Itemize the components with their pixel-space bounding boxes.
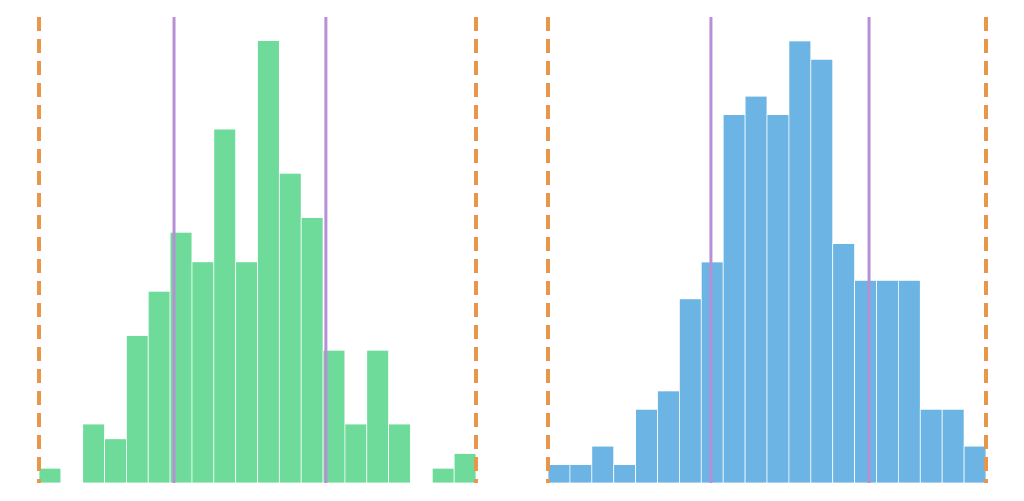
bar — [104, 438, 127, 484]
bar — [613, 464, 637, 484]
bar — [431, 467, 455, 484]
bar — [679, 298, 702, 484]
bar — [191, 261, 215, 484]
bar — [635, 408, 658, 484]
bar — [126, 335, 149, 484]
bar — [810, 58, 834, 484]
bar — [453, 453, 477, 484]
bar — [766, 114, 790, 484]
bar — [657, 390, 680, 484]
bar — [854, 279, 877, 484]
bar — [832, 243, 856, 484]
bar — [963, 445, 987, 484]
bar — [235, 261, 258, 484]
bar — [919, 408, 943, 484]
bar — [257, 40, 280, 484]
bar — [941, 408, 965, 484]
bar — [278, 172, 302, 484]
bar — [38, 467, 62, 484]
bar — [147, 290, 171, 484]
bar — [569, 464, 593, 484]
bar — [82, 423, 105, 484]
bar — [300, 217, 324, 484]
bar — [788, 40, 812, 484]
bar — [547, 464, 571, 484]
bar — [744, 95, 768, 484]
bar — [591, 445, 615, 484]
bar — [213, 128, 237, 484]
bar — [388, 423, 411, 484]
bar — [876, 279, 899, 484]
bar — [322, 349, 346, 484]
bar — [366, 349, 390, 484]
bar — [898, 279, 921, 484]
bar — [722, 114, 746, 484]
bar — [344, 423, 368, 484]
